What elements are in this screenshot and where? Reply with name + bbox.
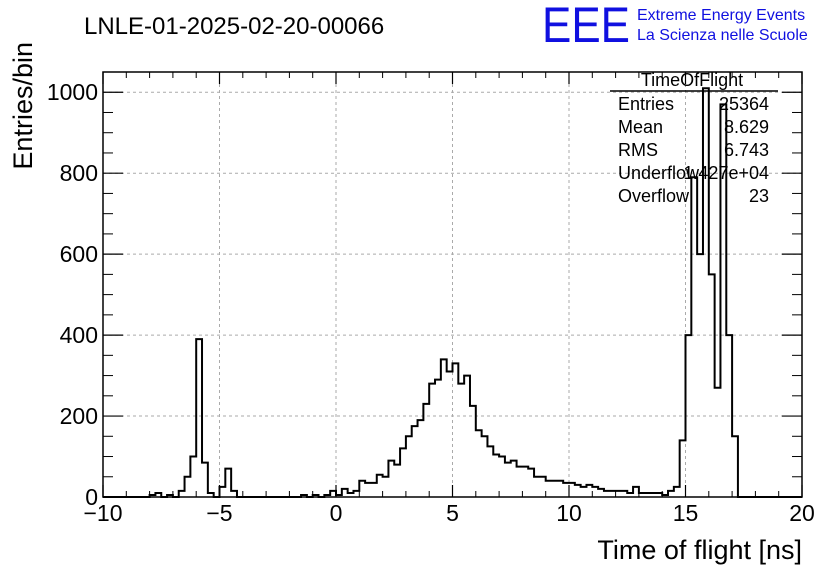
y-tick-label: 1000 — [47, 79, 98, 105]
y-tick-label: 200 — [60, 403, 98, 429]
stats-label-underflow: Underflow — [618, 163, 700, 183]
y-tick-label: 800 — [60, 160, 98, 186]
y-tick-labels: 0 200 400 600 800 1000 — [47, 79, 98, 510]
stats-value-rms: 6.743 — [724, 140, 769, 160]
chart-title: LNLE-01-2025-02-20-00066 — [84, 13, 384, 40]
stats-value-mean: 8.629 — [724, 117, 769, 137]
x-tick-label: 20 — [789, 500, 815, 526]
axis-ticks — [102, 71, 803, 498]
x-tick-label: 0 — [330, 500, 343, 526]
stats-label-entries: Entries — [618, 94, 674, 114]
stats-value-underflow: 1.427e+04 — [683, 163, 769, 183]
x-tick-label: 5 — [446, 500, 459, 526]
x-tick-label: −10 — [83, 500, 122, 526]
x-axis-label: Time of flight [ns] — [597, 535, 802, 565]
logo: EEE Extreme Energy Events La Scienza nel… — [542, 0, 808, 53]
stats-box: TimeOfFlight Entries 25364 Mean 8.629 RM… — [610, 70, 778, 206]
y-tick-label: 0 — [85, 484, 98, 510]
y-tick-label: 400 — [60, 322, 98, 348]
stats-label-mean: Mean — [618, 117, 663, 137]
stats-value-overflow: 23 — [749, 186, 769, 206]
x-tick-label: 15 — [673, 500, 699, 526]
logo-line-2: La Scienza nelle Scuole — [637, 27, 808, 44]
y-axis-label: Entries/bin — [8, 42, 38, 170]
x-tick-labels: −10 −5 0 5 10 15 20 — [83, 500, 814, 526]
histogram-series — [103, 87, 802, 498]
y-tick-label: 600 — [60, 241, 98, 267]
logo-letters: EEE — [542, 0, 630, 53]
x-tick-label: 10 — [556, 500, 582, 526]
stats-title: TimeOfFlight — [641, 70, 743, 90]
stats-label-overflow: Overflow — [618, 186, 690, 206]
logo-line-1: Extreme Energy Events — [637, 7, 805, 24]
stats-value-entries: 25364 — [719, 94, 769, 114]
grid-lines — [103, 72, 802, 497]
x-tick-label: −5 — [206, 500, 232, 526]
stats-label-rms: RMS — [618, 140, 658, 160]
